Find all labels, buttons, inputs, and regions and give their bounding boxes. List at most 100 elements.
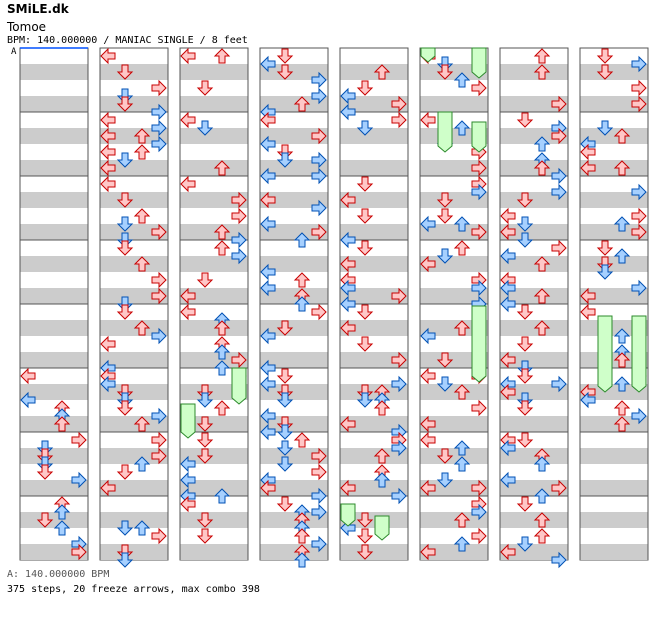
step-arrow <box>373 448 391 464</box>
step-arrow <box>231 191 247 209</box>
step-arrow <box>151 447 167 465</box>
step-arrow <box>276 64 294 80</box>
step-arrow <box>36 464 54 480</box>
step-arrow <box>356 176 374 192</box>
beat-stripe <box>500 160 568 176</box>
step-arrow <box>631 279 647 297</box>
step-arrow <box>500 383 516 401</box>
freeze-arrow <box>180 403 196 439</box>
beat-stripe <box>260 96 328 112</box>
step-arrow <box>276 368 294 384</box>
step-arrow <box>471 479 487 497</box>
beat-stripe <box>420 96 488 112</box>
beat-stripe <box>100 64 168 80</box>
step-arrow <box>151 287 167 305</box>
beat-stripe <box>180 64 248 80</box>
step-arrow <box>213 160 231 176</box>
step-arrow <box>631 207 647 225</box>
step-arrow <box>373 64 391 80</box>
step-arrow <box>133 416 151 432</box>
step-arrow <box>133 320 151 336</box>
step-arrow <box>356 240 374 256</box>
step-arrow <box>151 271 167 289</box>
step-arrow <box>471 527 487 545</box>
step-arrow <box>580 159 596 177</box>
step-arrow <box>180 47 196 65</box>
beat-stripe <box>20 128 88 144</box>
beat-stripe <box>180 320 248 336</box>
step-arrow <box>471 183 487 201</box>
beat-stripe <box>580 448 648 464</box>
beat-stripe <box>500 352 568 368</box>
beat-stripe <box>500 192 568 208</box>
beat-stripe <box>580 288 648 304</box>
beat-stripe <box>580 352 648 368</box>
step-arrow <box>596 48 614 64</box>
beat-stripe <box>420 448 488 464</box>
freeze-arrow <box>631 315 647 393</box>
beat-stripe <box>260 192 328 208</box>
beat-stripe <box>20 480 88 496</box>
step-arrow <box>311 463 327 481</box>
step-arrow <box>260 375 276 393</box>
step-arrow <box>356 512 374 528</box>
step-arrow <box>196 80 214 96</box>
beat-stripe <box>180 96 248 112</box>
step-arrow <box>453 384 471 400</box>
step-arrow <box>420 415 436 433</box>
bpm-legend: A: 140.000000 BPM <box>7 569 110 580</box>
step-arrow <box>276 48 294 64</box>
beat-stripe <box>420 160 488 176</box>
beat-stripe <box>340 448 408 464</box>
step-arrow <box>453 536 471 552</box>
step-arrow <box>631 95 647 113</box>
step-arrow <box>356 120 374 136</box>
step-arrow <box>516 432 534 448</box>
beat-stripe <box>580 192 648 208</box>
beat-stripe <box>340 160 408 176</box>
step-arrow <box>311 87 327 105</box>
step-arrow <box>116 400 134 416</box>
step-arrow <box>260 167 276 185</box>
beat-stripe <box>100 160 168 176</box>
step-arrow <box>356 544 374 560</box>
step-arrow <box>180 471 196 489</box>
step-arrow <box>533 160 551 176</box>
beat-stripe <box>500 384 568 400</box>
step-arrow <box>116 464 134 480</box>
step-arrow <box>551 183 567 201</box>
step-arrow <box>53 520 71 536</box>
step-arrow <box>293 272 311 288</box>
beat-stripe <box>580 480 648 496</box>
step-arrow <box>100 479 116 497</box>
step-arrow <box>356 80 374 96</box>
beat-stripe <box>180 160 248 176</box>
step-arrow <box>311 167 327 185</box>
beat-stripe <box>260 64 328 80</box>
step-arrow <box>151 103 167 121</box>
step-arrow <box>340 319 356 337</box>
step-arrow <box>133 144 151 160</box>
step-arrow <box>276 152 294 168</box>
step-arrow <box>613 376 631 392</box>
beat-stripe <box>580 128 648 144</box>
step-arrow <box>151 223 167 241</box>
beat-stripe <box>100 384 168 400</box>
step-arrow <box>500 247 516 265</box>
step-arrow <box>260 55 276 73</box>
beat-stripe <box>100 448 168 464</box>
step-arrow <box>196 512 214 528</box>
step-arrow <box>53 416 71 432</box>
step-arrow <box>71 431 87 449</box>
freeze-arrow <box>340 503 356 527</box>
beat-stripe <box>340 544 408 560</box>
step-arrow <box>116 304 134 320</box>
step-arrow <box>631 183 647 201</box>
step-arrow <box>516 216 534 232</box>
step-arrow <box>340 295 356 313</box>
step-arrow <box>500 279 516 297</box>
step-arrow <box>533 320 551 336</box>
step-arrow <box>391 487 407 505</box>
beat-stripe <box>500 544 568 560</box>
step-arrow <box>436 208 454 224</box>
